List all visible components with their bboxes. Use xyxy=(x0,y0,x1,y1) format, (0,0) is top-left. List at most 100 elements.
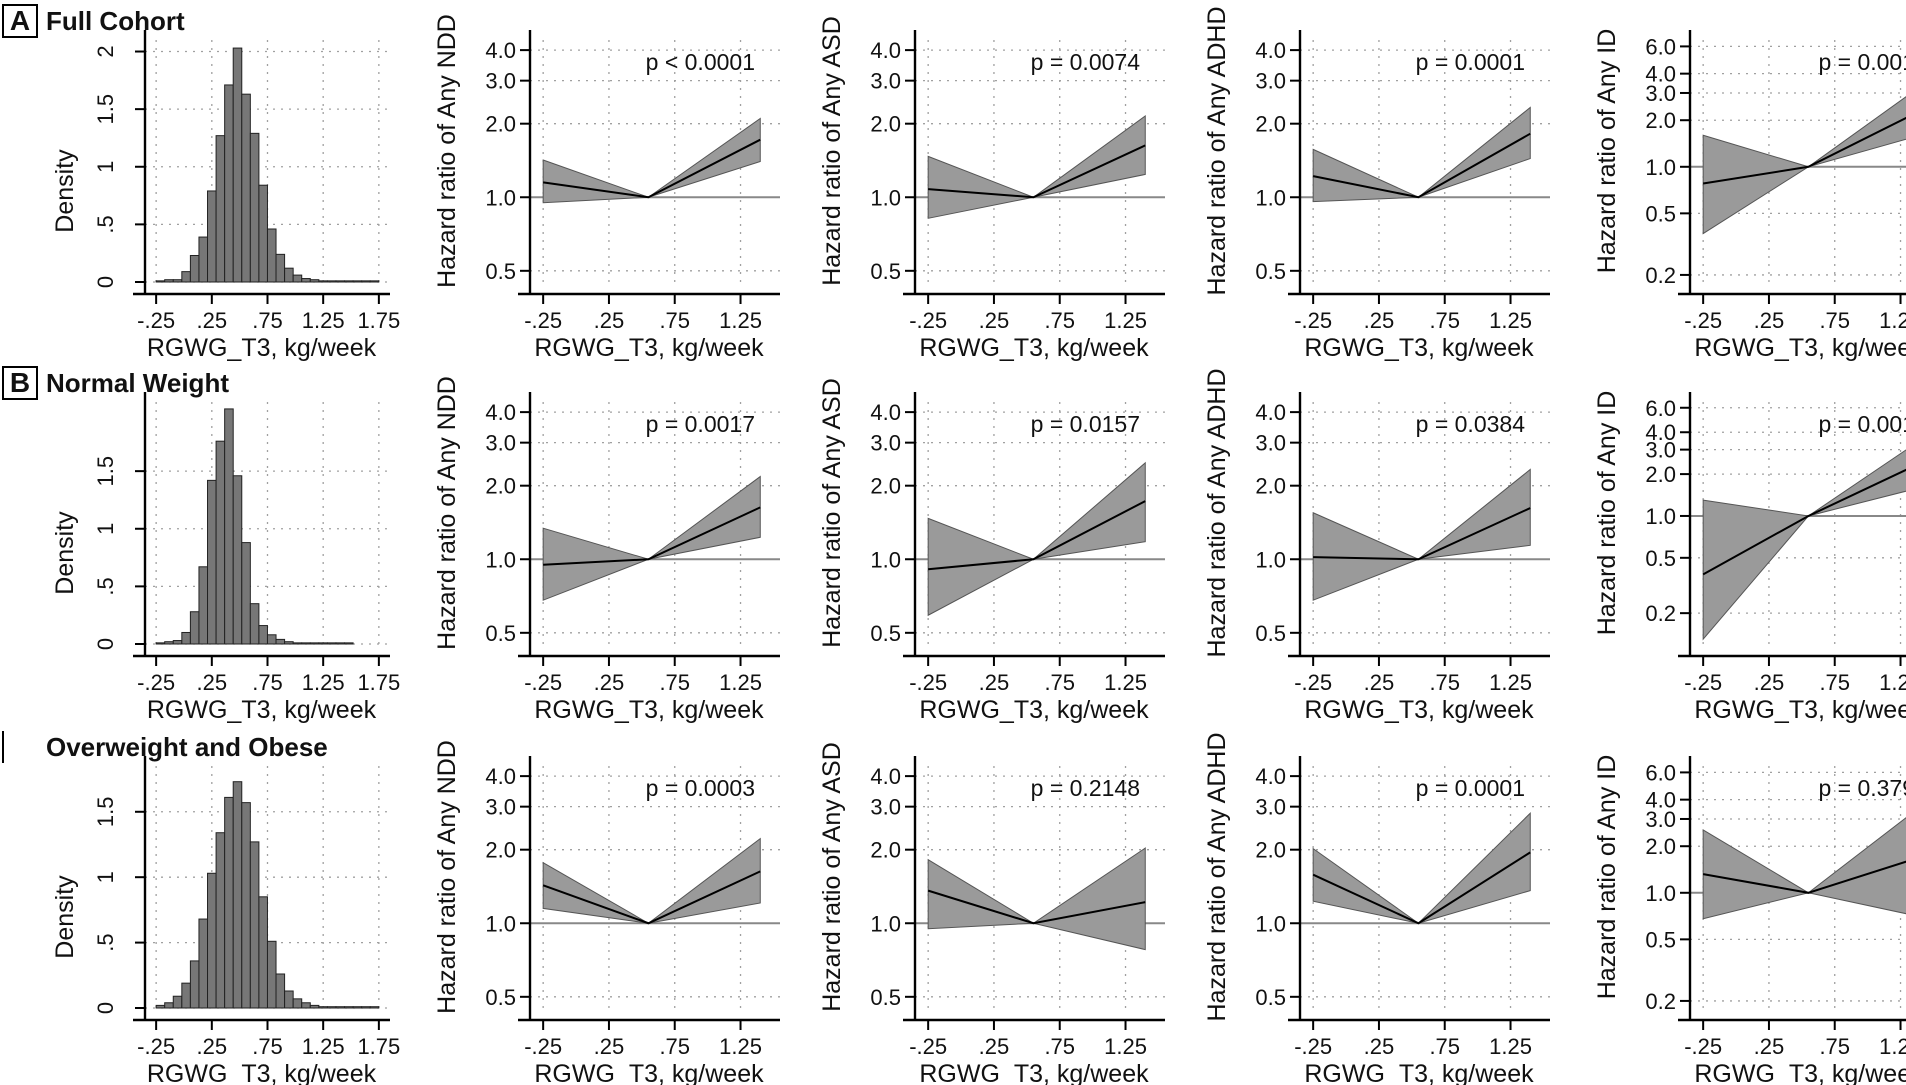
histogram-bar xyxy=(215,832,226,1009)
histogram-bar xyxy=(181,982,191,1009)
x-tick-label: .75 xyxy=(1819,670,1850,695)
confidence-band xyxy=(1312,812,1531,924)
y-tick-label: 3.0 xyxy=(1645,81,1676,106)
row-title: Normal Weight xyxy=(46,368,229,398)
hazard-ratio-line xyxy=(1703,116,1906,185)
y-tick-label: 1 xyxy=(93,161,118,173)
hazard-ratio-line xyxy=(1312,851,1531,925)
x-tick-label: -.25 xyxy=(524,308,562,333)
y-tick-label: 3.0 xyxy=(870,431,901,456)
y-axis-label: Hazard ratio of Any ASD xyxy=(818,742,846,1012)
histogram-bar xyxy=(189,960,200,1009)
histogram-bar xyxy=(266,940,277,1009)
x-axis-label: RGWG_T3, kg/week xyxy=(1304,696,1534,724)
y-tick-label: 0.2 xyxy=(1645,263,1676,288)
y-tick-label: 2.0 xyxy=(1255,474,1286,499)
histogram-bar xyxy=(207,190,217,283)
histogram-bar xyxy=(361,280,371,283)
histogram-bar xyxy=(198,236,209,283)
y-axis-label: Hazard ratio of Any NDD xyxy=(433,376,461,650)
histogram-bar xyxy=(164,279,174,283)
y-tick-label: 0.5 xyxy=(1645,201,1676,226)
y-tick-label: 4.0 xyxy=(870,400,901,425)
chart-panel xyxy=(133,756,390,1030)
hazard-ratio-line xyxy=(1702,860,1906,894)
histogram-bar xyxy=(361,1006,371,1009)
histogram-bar xyxy=(344,642,354,645)
x-tick-label: -.25 xyxy=(1684,308,1722,333)
x-tick-label: .75 xyxy=(659,308,690,333)
y-tick-label: 1.0 xyxy=(485,547,516,572)
x-tick-label: 1.25 xyxy=(1104,308,1147,333)
x-tick-label: .75 xyxy=(1429,308,1460,333)
histogram-bar xyxy=(241,542,251,645)
y-tick-label: 3.0 xyxy=(485,795,516,820)
histogram-bar xyxy=(335,1006,346,1009)
p-value-label: p = 0.0384 xyxy=(1416,411,1526,437)
histogram-bar xyxy=(181,631,191,645)
chart-panel xyxy=(903,392,1165,666)
y-tick-label: 2.0 xyxy=(1255,838,1286,863)
histogram-bar xyxy=(215,440,226,645)
histogram-bar xyxy=(207,479,217,645)
x-axis-label: RGWG_T3, kg/week xyxy=(147,1060,377,1085)
histogram-bar xyxy=(309,642,320,645)
x-tick-label: .25 xyxy=(979,308,1010,333)
y-axis-label: Hazard ratio of Any ADHD xyxy=(1203,6,1231,295)
y-tick-label: 1 xyxy=(93,871,118,883)
x-tick-label: -.25 xyxy=(1684,1034,1722,1059)
p-value-label: p = 0.0003 xyxy=(646,775,755,801)
x-tick-label: 1.75 xyxy=(357,670,400,695)
x-tick-label: .25 xyxy=(197,1034,228,1059)
y-tick-label: 4.0 xyxy=(485,400,516,425)
y-tick-label: 2.0 xyxy=(1645,108,1676,133)
y-tick-label: 0 xyxy=(93,1002,118,1014)
y-axis-label: Hazard ratio of Any ID xyxy=(1593,755,1621,1000)
y-tick-label: 0.5 xyxy=(870,621,901,646)
y-tick-label: 0.5 xyxy=(1255,259,1286,284)
x-tick-label: 1.25 xyxy=(1489,1034,1532,1059)
y-tick-label: 3.0 xyxy=(1255,795,1286,820)
histogram-bar xyxy=(326,280,337,283)
x-tick-label: 1.25 xyxy=(302,670,345,695)
y-tick-label: 2.0 xyxy=(485,838,516,863)
y-axis-label: Hazard ratio of Any ADHD xyxy=(1203,368,1231,657)
y-axis-label: Hazard ratio of Any ID xyxy=(1593,29,1621,274)
histogram-bar xyxy=(232,781,243,1009)
y-tick-label: 3.0 xyxy=(485,69,516,94)
x-axis-label: RGWG_T3, kg/week xyxy=(147,334,377,362)
y-tick-label: 1.0 xyxy=(485,185,516,210)
histogram-bar xyxy=(172,279,183,283)
y-axis-label: Density xyxy=(51,149,79,233)
y-tick-label: 3.0 xyxy=(1645,438,1676,463)
x-tick-label: -.25 xyxy=(524,1034,562,1059)
histogram-bar xyxy=(292,642,303,645)
x-tick-label: 1.25 xyxy=(719,670,762,695)
x-tick-label: -.25 xyxy=(137,308,175,333)
x-tick-label: 1.25 xyxy=(1489,670,1532,695)
y-axis-label: Hazard ratio of Any ASD xyxy=(818,16,846,286)
x-axis-label: RGWG_T3, kg/week xyxy=(1304,1060,1534,1085)
x-tick-label: -.25 xyxy=(909,308,947,333)
histogram-bar xyxy=(189,611,200,645)
x-tick-label: .25 xyxy=(1364,670,1395,695)
histogram-bar xyxy=(326,642,337,645)
y-tick-label: 1.0 xyxy=(870,185,901,210)
y-tick-label: .5 xyxy=(93,933,118,951)
x-tick-label: .75 xyxy=(659,670,690,695)
p-value-label: p = 0.379 xyxy=(1818,775,1906,801)
y-tick-label: 0.5 xyxy=(870,985,901,1010)
histogram-bar xyxy=(301,1002,311,1009)
y-tick-label: 4.0 xyxy=(485,764,516,789)
y-tick-label: 1.0 xyxy=(1645,155,1676,180)
panel-letter: A xyxy=(10,5,30,36)
y-tick-label: 2.0 xyxy=(870,474,901,499)
x-tick-label: .25 xyxy=(594,308,625,333)
confidence-band xyxy=(927,115,1146,219)
histogram-bar xyxy=(369,280,380,283)
histogram-bar xyxy=(172,640,183,645)
x-tick-label: .25 xyxy=(197,670,228,695)
y-tick-label: 0.2 xyxy=(1645,601,1676,626)
x-axis-label: RGWG_T3, kg/week xyxy=(919,334,1149,362)
